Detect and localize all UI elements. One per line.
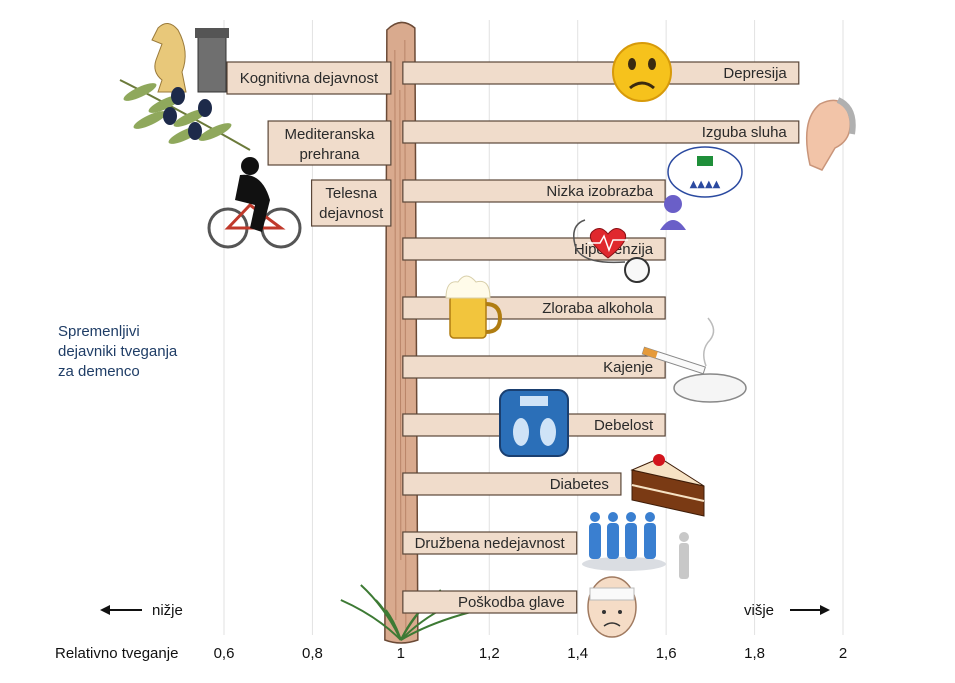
risk-sign-label: Zloraba alkohola (542, 300, 654, 317)
x-tick-label: 1,8 (744, 645, 765, 662)
risk-sign-label: Nizka izobrazba (546, 183, 653, 200)
x-tick-label: 2 (839, 645, 847, 662)
direction-arrows: nižje višje (100, 602, 830, 619)
beer-mug-icon (445, 275, 503, 339)
x-tick-label: 1,6 (656, 645, 677, 662)
chart-subtitle: Spremenljivi dejavniki tveganja za demen… (58, 322, 258, 382)
cake-icon (630, 454, 705, 517)
subtitle-line-3: za demenco (58, 363, 140, 380)
risk-bar (402, 179, 666, 203)
protective-sign: Telesna dejavnost (310, 179, 392, 227)
x-axis-label: Relativno tveganje (55, 645, 178, 662)
risk-sign-label: Diabetes (550, 476, 609, 493)
risk-sign: Poškodba glave (402, 590, 578, 614)
subtitle-line-2: dejavniki tveganja (58, 343, 178, 360)
blood-pressure-icon (573, 219, 650, 283)
risk-bar (402, 120, 800, 144)
risk-sign: Družbena nedejavnost (402, 531, 578, 555)
risk-sign-label: Družbena nedejavnost (415, 535, 566, 552)
bathroom-scale-icon (499, 389, 569, 457)
isolated-person-icon (582, 512, 689, 579)
x-tick-label: 1,2 (479, 645, 500, 662)
risk-sign-label: Izguba sluha (702, 124, 788, 141)
risk-bar (402, 590, 578, 614)
bandaged-head-icon (587, 576, 637, 638)
left-arrow-icon (100, 605, 110, 615)
risk-bar (402, 472, 622, 496)
protective-sign-label: Telesna (325, 185, 377, 202)
cigarette-ashtray-icon (641, 317, 747, 403)
sad-face-icon (612, 42, 672, 102)
x-tick-label: 0,8 (302, 645, 323, 662)
protective-bar (267, 120, 392, 166)
risk-sign-label: Debelost (594, 417, 654, 434)
protective-sign-label: prehrana (299, 146, 360, 163)
right-arrow-icon (820, 605, 830, 615)
risk-sign: Kajenje (402, 355, 666, 379)
risk-sign: Zloraba alkohola (402, 296, 666, 320)
risk-bar (402, 531, 578, 555)
classroom-thought-icon: ▲▲▲▲ (660, 146, 743, 230)
risk-sign: Diabetes (402, 472, 622, 496)
risk-bar (402, 61, 800, 85)
risk-sign: Hipertenzija (402, 237, 666, 261)
risk-bar (402, 355, 666, 379)
risk-sign-label: Poškodba glave (458, 594, 565, 611)
illustrations: ▲▲▲▲ (119, 23, 856, 638)
olive-branch-icon (119, 79, 251, 151)
risk-sign: Depresija (402, 61, 800, 85)
protective-sign-label: Kognitivna dejavnost (240, 70, 379, 87)
ear-icon (805, 97, 856, 171)
protective-sign: Kognitivna dejavnost (226, 61, 392, 95)
protective-sign-label: Mediteranska (284, 126, 375, 143)
wood-grain (399, 89, 402, 561)
risk-sign-label: Kajenje (603, 359, 653, 376)
x-tick-label: 0,6 (214, 645, 235, 662)
x-tick-label: 1,4 (567, 645, 588, 662)
protective-bar (226, 61, 392, 95)
wood-grain (394, 49, 397, 621)
x-axis: Relativno tveganje 0,6 0,8 1 1,2 1,4 1,6 1,8 2 (55, 645, 847, 662)
lower-label: nižje (152, 602, 183, 619)
risk-sign: Nizka izobrazba (402, 179, 666, 203)
protective-sign-label: dejavnost (319, 205, 384, 222)
protective-sign: Mediteranska prehrana (267, 120, 392, 166)
x-tick-label: 1 (397, 645, 405, 662)
protective-bar (310, 179, 392, 227)
higher-label: višje (744, 602, 774, 619)
x-axis-ticks: 0,6 0,8 1 1,2 1,4 1,6 1,8 2 (214, 645, 848, 662)
risk-sign: Izguba sluha (402, 120, 800, 144)
chess-pieces-icon (151, 23, 229, 93)
subtitle-line-1: Spremenljivi (58, 323, 140, 340)
sign-boards: Kognitivna dejavnost Mediteranska prehrana… (226, 61, 800, 614)
risk-sign-label: Depresija (723, 65, 787, 82)
cyclist-icon (207, 157, 302, 249)
svg-text:▲▲▲▲: ▲▲▲▲ (690, 179, 721, 190)
